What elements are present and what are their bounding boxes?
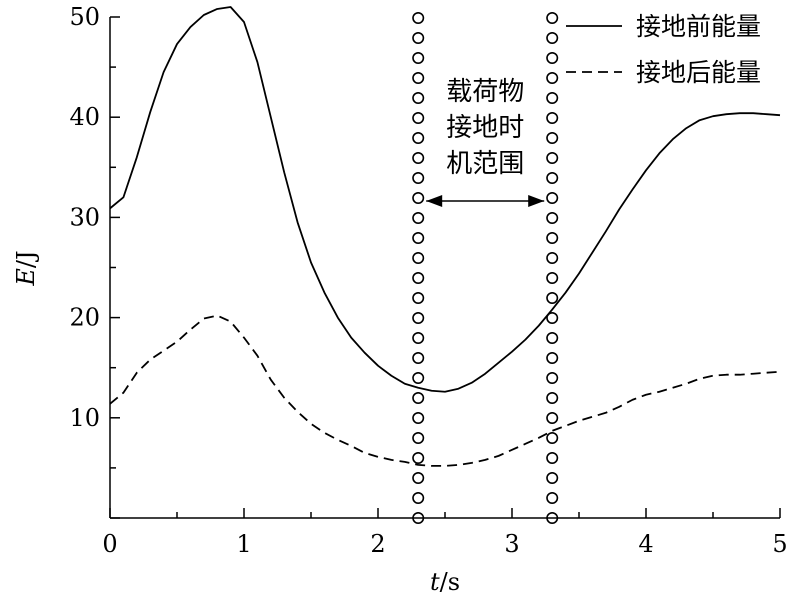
- range-marker-circle: [412, 331, 425, 344]
- range-marker-circle: [546, 51, 559, 64]
- range-marker-circle: [412, 12, 425, 24]
- range-marker-circle: [412, 391, 425, 404]
- range-marker-circle: [546, 511, 559, 524]
- range-marker-circle: [412, 112, 425, 125]
- range-marker-circle: [546, 92, 559, 105]
- range-marker-circle: [546, 192, 559, 205]
- range-marker-circle: [546, 12, 559, 24]
- range-marker-circle: [546, 172, 559, 185]
- range-marker-circle: [412, 271, 425, 284]
- range-marker-circle: [412, 451, 425, 464]
- series-line-1: [109, 6, 781, 393]
- range-marker-circle: [546, 132, 559, 145]
- range-marker-circle: [412, 192, 425, 205]
- range-arrow-right-head: [528, 195, 545, 207]
- range-marker-circle: [412, 371, 425, 384]
- range-label-line: 接地时: [446, 113, 524, 143]
- x-tick-label: 1: [236, 530, 251, 558]
- y-tick-label: 10: [69, 404, 100, 432]
- range-marker-circle: [412, 291, 425, 304]
- range-marker-circle: [412, 72, 425, 85]
- y-tick-label: 40: [69, 103, 100, 131]
- x-tick-label: 2: [370, 530, 385, 558]
- range-marker-circle: [546, 252, 559, 265]
- range-marker-circle: [412, 471, 425, 484]
- range-marker-circle: [546, 311, 559, 324]
- range-marker-circle: [412, 152, 425, 165]
- range-marker-circle: [412, 172, 425, 185]
- range-marker-circle: [546, 371, 559, 384]
- range-marker-circle: [546, 271, 559, 284]
- range-marker-circle: [546, 431, 559, 444]
- range-marker-circle: [546, 331, 559, 344]
- range-marker-circle: [546, 112, 559, 125]
- range-marker-circle: [412, 491, 425, 504]
- legend-label-2: 接地后能量: [636, 58, 761, 87]
- range-marker-circle: [412, 311, 425, 324]
- range-marker-circle: [546, 451, 559, 464]
- range-label-line: 机范围: [446, 149, 524, 179]
- range-marker-circle: [546, 391, 559, 404]
- range-marker-circle: [546, 411, 559, 424]
- range-marker-circle: [412, 511, 425, 524]
- range-marker-circle: [546, 351, 559, 364]
- range-arrow-left-head: [426, 195, 443, 207]
- range-marker-circle: [546, 152, 559, 165]
- range-markers: [412, 12, 559, 524]
- range-marker-circle: [412, 232, 425, 245]
- range-marker-circle: [546, 232, 559, 245]
- range-marker-circle: [546, 491, 559, 504]
- range-marker-circle: [546, 471, 559, 484]
- y-axis-label: E/J: [12, 250, 40, 286]
- range-marker-circle: [412, 411, 425, 424]
- range-marker-circle: [546, 31, 559, 44]
- x-tick-label: 4: [638, 530, 653, 558]
- x-axis-label: t/s: [430, 568, 460, 596]
- series-line-2: [109, 314, 781, 467]
- x-tick-label: 0: [102, 530, 117, 558]
- range-marker-circle: [412, 351, 425, 364]
- range-marker-circle: [412, 31, 425, 44]
- range-marker-circle: [412, 132, 425, 145]
- range-marker-circle: [412, 51, 425, 64]
- y-tick-label: 50: [69, 3, 100, 31]
- range-marker-circle: [546, 72, 559, 85]
- range-marker-circle: [546, 212, 559, 225]
- x-tick-label: 3: [504, 530, 519, 558]
- range-marker-circle: [546, 291, 559, 304]
- range-label-line: 载荷物: [446, 77, 524, 107]
- y-tick-label: 30: [69, 203, 100, 231]
- axes: 0 1 2 3 4 5 10 20 30 40 50 t/s E/J: [12, 3, 788, 596]
- range-marker-circle: [412, 431, 425, 444]
- range-marker-circle: [412, 252, 425, 265]
- range-marker-circle: [412, 92, 425, 105]
- series-lines: [109, 6, 781, 467]
- legend-label-1: 接地前能量: [636, 12, 761, 41]
- x-tick-label: 5: [772, 530, 787, 558]
- range-marker-circle: [412, 212, 425, 225]
- y-tick-label: 20: [69, 304, 100, 332]
